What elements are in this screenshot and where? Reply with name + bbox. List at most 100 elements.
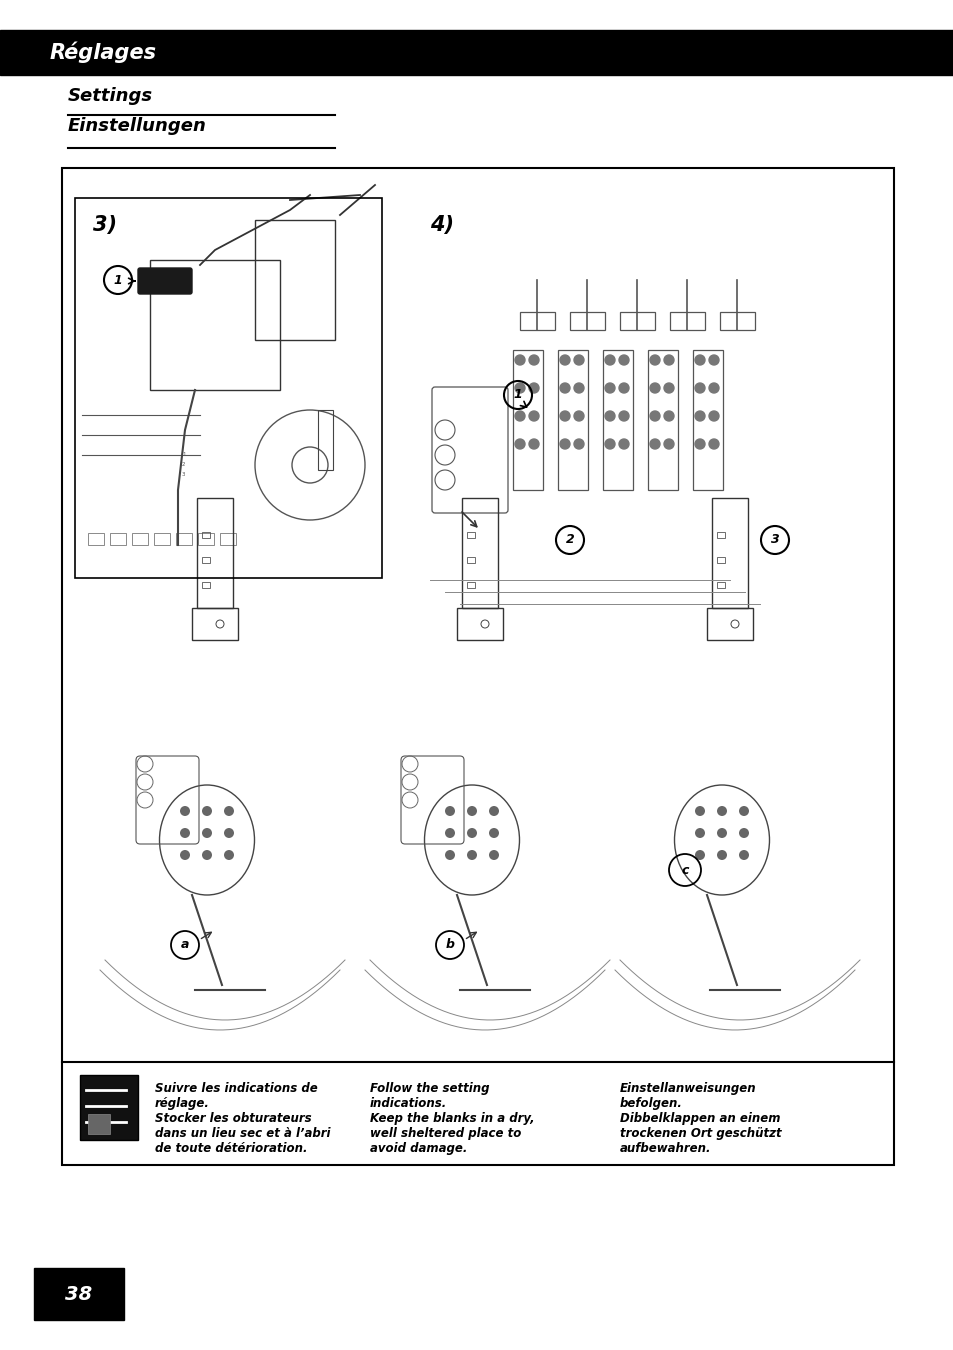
- Circle shape: [180, 806, 190, 815]
- Bar: [717, 582, 724, 589]
- Text: b: b: [445, 938, 454, 952]
- Circle shape: [663, 383, 673, 393]
- Text: Settings: Settings: [68, 86, 153, 105]
- Text: 2: 2: [182, 463, 185, 467]
- Circle shape: [574, 410, 583, 421]
- Bar: [88, 1114, 110, 1134]
- Circle shape: [529, 410, 538, 421]
- Bar: [150, 261, 280, 390]
- Circle shape: [574, 439, 583, 450]
- Circle shape: [695, 355, 704, 364]
- Text: aufbewahren.: aufbewahren.: [619, 1142, 711, 1156]
- Circle shape: [649, 355, 659, 364]
- Bar: [513, 350, 542, 490]
- Text: 1: 1: [182, 452, 185, 458]
- Circle shape: [559, 355, 569, 364]
- Bar: [706, 608, 752, 640]
- Circle shape: [708, 355, 719, 364]
- Circle shape: [604, 410, 615, 421]
- Bar: [317, 410, 333, 470]
- Text: Stocker les obturateurs: Stocker les obturateurs: [154, 1112, 312, 1125]
- Circle shape: [515, 383, 524, 393]
- Bar: [619, 312, 655, 329]
- Bar: [711, 498, 747, 608]
- Circle shape: [739, 850, 748, 860]
- Bar: [62, 167, 893, 1165]
- Bar: [602, 350, 633, 490]
- Circle shape: [717, 828, 726, 838]
- Circle shape: [708, 439, 719, 450]
- Circle shape: [695, 806, 704, 815]
- Bar: [692, 350, 722, 490]
- Bar: [467, 558, 475, 563]
- Circle shape: [649, 439, 659, 450]
- Text: c: c: [680, 864, 688, 876]
- Text: 1: 1: [113, 274, 122, 286]
- Circle shape: [515, 355, 524, 364]
- Circle shape: [739, 806, 748, 815]
- Bar: [717, 532, 724, 539]
- Bar: [254, 220, 335, 340]
- Circle shape: [695, 383, 704, 393]
- Circle shape: [618, 355, 628, 364]
- Circle shape: [559, 383, 569, 393]
- Circle shape: [467, 828, 476, 838]
- Text: befolgen.: befolgen.: [619, 1098, 682, 1110]
- Bar: [669, 312, 704, 329]
- Circle shape: [202, 806, 212, 815]
- Circle shape: [515, 439, 524, 450]
- Circle shape: [529, 355, 538, 364]
- Bar: [88, 533, 104, 545]
- Text: avoid damage.: avoid damage.: [370, 1142, 467, 1156]
- Bar: [558, 350, 587, 490]
- Circle shape: [695, 439, 704, 450]
- Circle shape: [444, 806, 455, 815]
- Circle shape: [224, 828, 233, 838]
- Bar: [202, 558, 210, 563]
- Circle shape: [663, 439, 673, 450]
- Text: 2: 2: [565, 533, 574, 547]
- Circle shape: [695, 410, 704, 421]
- Bar: [519, 312, 555, 329]
- Circle shape: [618, 383, 628, 393]
- Text: trockenen Ort geschützt: trockenen Ort geschützt: [619, 1127, 781, 1139]
- Bar: [132, 533, 148, 545]
- Circle shape: [467, 850, 476, 860]
- Bar: [202, 532, 210, 539]
- Bar: [175, 533, 192, 545]
- Bar: [647, 350, 678, 490]
- Text: 3: 3: [182, 472, 185, 478]
- Circle shape: [444, 828, 455, 838]
- Bar: [80, 1075, 138, 1139]
- Text: dans un lieu sec et à l’abri: dans un lieu sec et à l’abri: [154, 1127, 330, 1139]
- Text: 38: 38: [66, 1284, 92, 1304]
- Bar: [110, 533, 126, 545]
- Bar: [0, 30, 953, 76]
- Text: Dibbelklappen an einem: Dibbelklappen an einem: [619, 1112, 780, 1125]
- Circle shape: [202, 828, 212, 838]
- Text: Follow the setting: Follow the setting: [370, 1081, 489, 1095]
- Circle shape: [604, 383, 615, 393]
- Circle shape: [649, 410, 659, 421]
- Circle shape: [224, 850, 233, 860]
- Circle shape: [739, 828, 748, 838]
- Text: Einstellungen: Einstellungen: [68, 117, 207, 135]
- Circle shape: [695, 828, 704, 838]
- Bar: [456, 608, 502, 640]
- Circle shape: [663, 410, 673, 421]
- Text: de toute détérioration.: de toute détérioration.: [154, 1142, 307, 1156]
- Text: Suivre les indications de: Suivre les indications de: [154, 1081, 317, 1095]
- Text: 1: 1: [513, 389, 522, 401]
- Circle shape: [444, 850, 455, 860]
- Text: indications.: indications.: [370, 1098, 447, 1110]
- Text: réglage.: réglage.: [154, 1098, 210, 1110]
- Circle shape: [180, 828, 190, 838]
- Circle shape: [559, 410, 569, 421]
- Circle shape: [574, 383, 583, 393]
- Text: Réglages: Réglages: [50, 42, 157, 63]
- Bar: [34, 1268, 124, 1320]
- Text: 3): 3): [92, 215, 117, 235]
- Circle shape: [695, 850, 704, 860]
- Circle shape: [574, 355, 583, 364]
- Circle shape: [489, 828, 498, 838]
